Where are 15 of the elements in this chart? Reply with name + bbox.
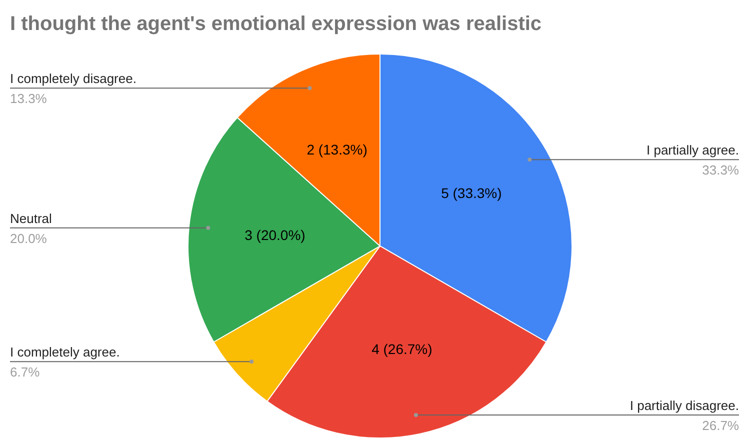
data-label: 2 (13.3%): [306, 141, 368, 158]
text: 6.7%: [10, 364, 40, 380]
slice-label: Neutral: [10, 210, 52, 226]
text: 26.7%: [702, 418, 740, 434]
slice-label: I partially disagree.: [630, 398, 739, 414]
text: 13.3%: [10, 91, 48, 106]
slice-label: I completely disagree.: [10, 71, 136, 86]
data-label: 4 (26.7%): [372, 341, 432, 358]
chart-title: I thought the agent's emotional expression was realistic: [10, 13, 542, 35]
data-label: 5 (33.3%): [441, 185, 502, 202]
slice-label: I partially agree.: [646, 142, 739, 158]
text: 20.0%: [10, 230, 48, 246]
slice-label: I completely agree.: [10, 344, 120, 360]
text: 33.3%: [702, 162, 740, 178]
data-label: 3 (20.0%): [244, 226, 306, 243]
